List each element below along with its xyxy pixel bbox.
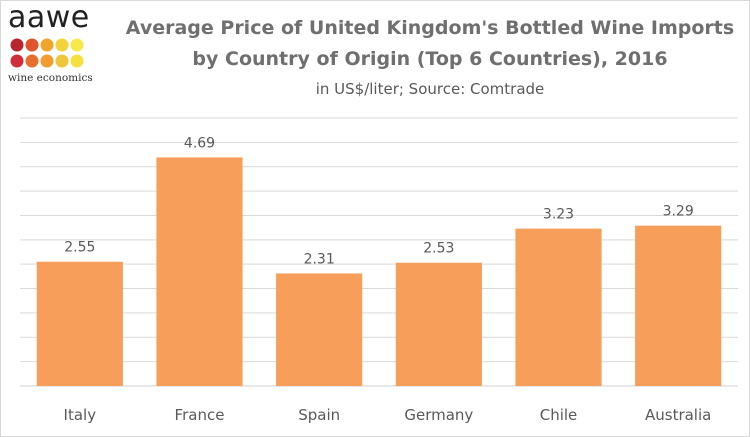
gridlines (20, 117, 738, 387)
chart-subtitle: in US$/liter; Source: Comtrade (315, 80, 545, 98)
aawe-logo: aawe wine economics (8, 0, 108, 88)
logo-dot (70, 38, 84, 52)
value-label: 2.31 (304, 251, 335, 267)
logo-dot (25, 38, 39, 52)
logo-dot (55, 54, 69, 68)
value-label: 4.69 (184, 135, 215, 151)
bar-australia (635, 225, 722, 386)
logo-dot (70, 54, 84, 68)
logo-wordmark: aawe (8, 0, 90, 35)
logo-dot (10, 38, 24, 52)
value-label: 3.29 (663, 204, 694, 220)
category-label: Italy (64, 406, 97, 424)
category-label: Chile (540, 406, 578, 424)
logo-dot (40, 38, 54, 52)
value-label: 2.53 (423, 241, 454, 257)
logo-dots-icon (10, 38, 84, 68)
logo-dot (40, 54, 54, 68)
category-label: Australia (645, 406, 711, 424)
category-label: France (175, 406, 225, 424)
logo-dot (55, 38, 69, 52)
bar-chile (515, 228, 602, 386)
value-label: 2.55 (64, 240, 95, 256)
bars (36, 157, 722, 386)
bar-france (156, 157, 243, 386)
category-label: Spain (298, 406, 340, 424)
bar-germany (395, 262, 482, 386)
bar-italy (36, 261, 123, 386)
category-label: Germany (404, 406, 473, 424)
category-labels: Italy France Spain Germany Chile Australia (64, 406, 712, 424)
bar-spain (276, 273, 363, 386)
value-label: 3.23 (543, 207, 574, 223)
logo-dot (25, 54, 39, 68)
logo-dot (10, 54, 24, 68)
value-labels: 2.55 4.69 2.31 2.53 3.23 3.29 (64, 135, 694, 267)
chart-title-line2: by Country of Origin (Top 6 Countries), … (192, 48, 668, 70)
chart-title-line1: Average Price of United Kingdom's Bottle… (125, 17, 735, 39)
logo-tagline: wine economics (8, 72, 93, 84)
